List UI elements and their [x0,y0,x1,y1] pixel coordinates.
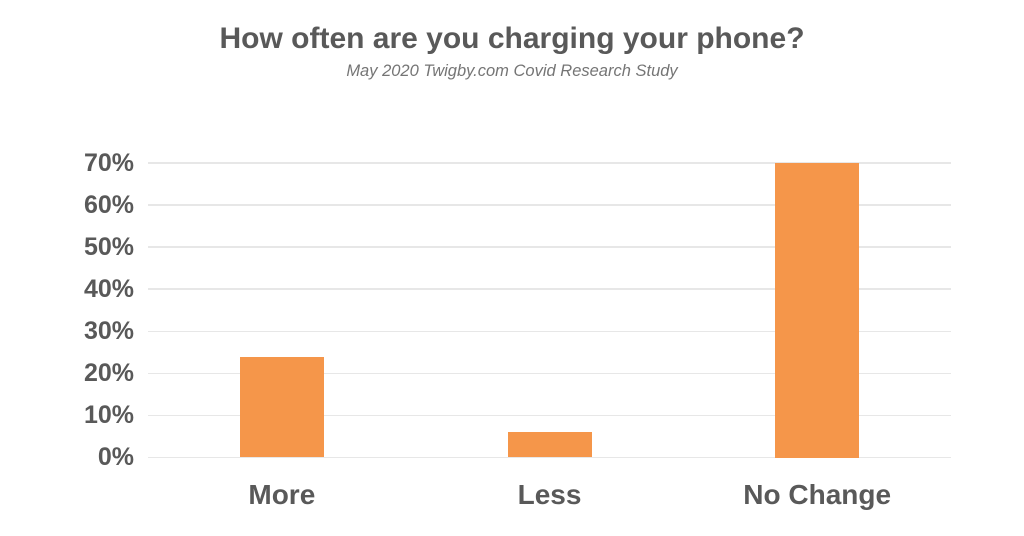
bar-less [507,432,592,458]
gridline-30 [148,330,951,333]
y-axis-tick-label-20: 20% [83,358,134,387]
gridline-70 [148,162,951,164]
bar-no-change [775,163,860,458]
gridline-50 [148,246,951,248]
gridline-0 [148,456,951,459]
x-axis-label-less: Less [517,479,582,510]
y-axis-tick-label-30: 30% [83,316,134,345]
y-axis-tick-label-0: 0% [97,443,134,471]
chart-title: How often are you charging your phone? [219,22,805,55]
chart-subtitle: May 2020 Twigby.com Covid Research Study [346,62,678,80]
gridline-20 [148,372,951,375]
bar-more [239,356,324,458]
y-axis-tick-label-10: 10% [83,400,134,429]
y-axis-tick-label-50: 50% [83,232,134,261]
y-axis-tick-label-60: 60% [83,190,134,219]
gridline-40 [148,288,951,290]
gridline-10 [148,414,951,417]
x-axis-label-no-change: No Change [743,479,892,510]
y-axis-tick-label-70: 70% [83,148,134,177]
y-axis-tick-label-40: 40% [83,274,134,303]
gridline-60 [148,204,951,206]
x-axis-label-more: More [248,479,316,510]
